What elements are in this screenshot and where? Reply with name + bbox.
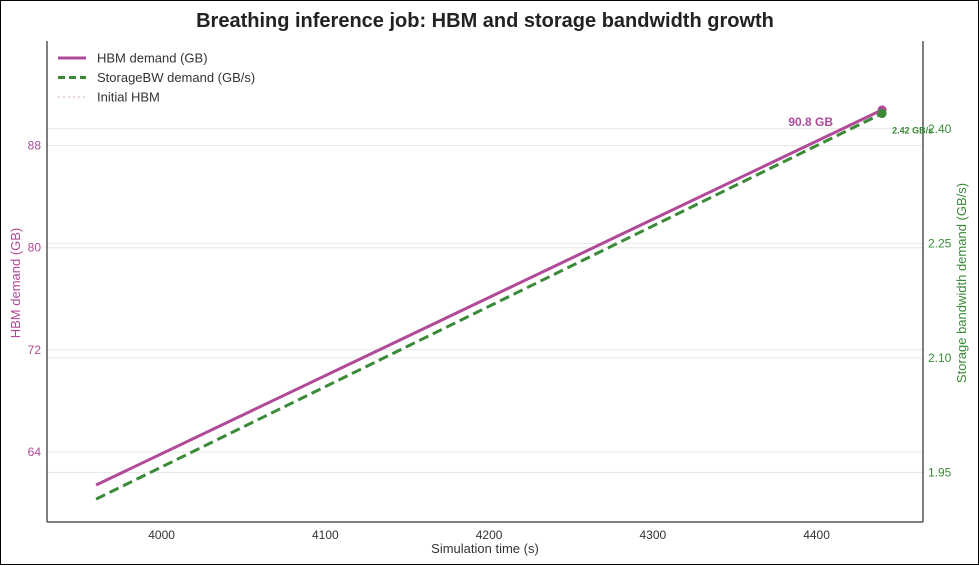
x-tick-label: 4300 [639,528,666,542]
end-value-label: 90.8 GB [788,115,833,129]
end-value-label: 2.42 GB/s [892,126,933,136]
y-right-tick-label: 2.10 [928,351,952,365]
x-tick-label: 4400 [803,528,830,542]
grid-lines [47,128,923,473]
y-right-tick-label: 1.95 [928,465,952,479]
y-axis-right-label: Storage bandwidth demand (GB/s) [954,183,969,383]
y-right-tick-label: 2.40 [928,122,952,136]
y-left-tick-label: 80 [28,241,42,255]
x-axis-label: Simulation time (s) [431,541,539,556]
axes [46,41,924,523]
tick-labels: 64 72 80 88 1.95 2.10 2.25 2.40 4000 4100 4200 4300… [28,122,952,542]
series-lines [95,108,883,501]
y-axis-left-label: HBM demand (GB) [8,228,23,339]
y-right-tick-label: 2.25 [928,236,952,250]
x-tick-label: 4100 [312,528,339,542]
end-point-marker [877,109,887,119]
x-tick-label: 4200 [476,528,503,542]
y-left-tick-label: 88 [28,139,42,153]
legend-label: StorageBW demand (GB/s) [97,70,255,85]
chart-title: Breathing inference job: HBM and storage… [196,10,774,32]
legend-label: HBM demand (GB) [97,51,208,66]
legend-label: Initial HBM [97,90,160,105]
x-tick-label: 4000 [148,528,175,542]
series-line-1 [95,112,883,501]
y-left-tick-label: 64 [28,445,42,459]
y-left-tick-label: 72 [28,343,42,357]
annotations: 90.8 GB 2.42 GB/s [788,105,933,136]
legend: HBM demand (GB) StorageBW demand (GB/s) In… [58,51,255,105]
series-line-0 [95,108,883,487]
